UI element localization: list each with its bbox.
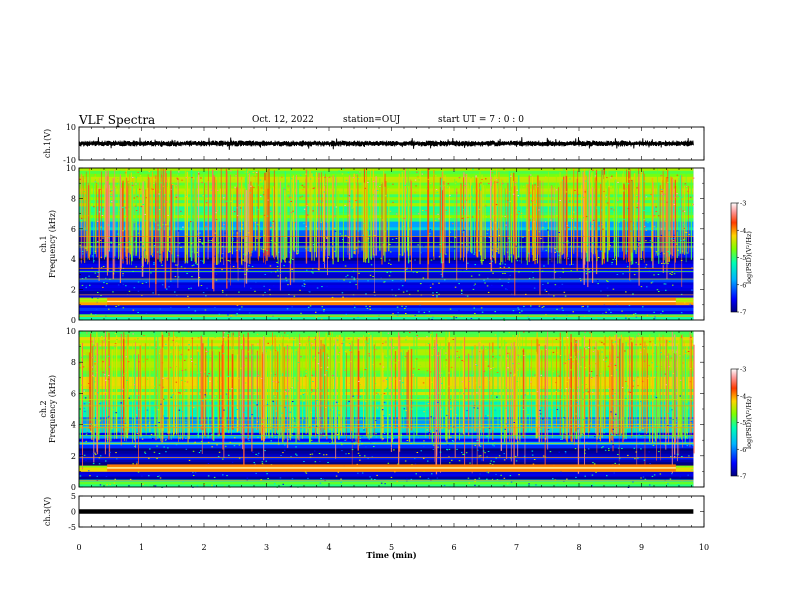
colorbar-label: log(PSD)(V²/Hz): [745, 231, 753, 284]
colorbar-tick-label: -3: [740, 200, 746, 208]
y-tick-label: 6: [71, 225, 76, 234]
x-tick-label: 7: [514, 543, 519, 552]
y-axis-label-channel: ch.1: [39, 235, 48, 252]
axes-panel-3: 0 2 4 6 8 10 ch.2 Frequency (kHz): [39, 327, 705, 492]
y-tick-label: 5: [71, 492, 76, 501]
y-tick-label: 8: [71, 358, 76, 367]
y-axis-label: Frequency (kHz): [48, 210, 57, 278]
x-tick-label: 9: [639, 543, 644, 552]
x-tick-label: 4: [326, 543, 331, 552]
y-tick-label: 2: [71, 286, 76, 295]
colorbar-ch2: -3 -4 -5 -6 -7 log(PSD)(V²/Hz): [730, 366, 753, 481]
axes-panel-1: 10 -10 ch.1(V): [43, 123, 705, 165]
y-tick-label: 10: [66, 123, 76, 132]
y-tick-label: -10: [63, 156, 76, 165]
figure-title: VLF Spectra: [79, 113, 156, 127]
colorbar-tick-label: -5: [740, 254, 746, 262]
x-axis-label: Time (min): [366, 550, 416, 560]
y-tick-label: 8: [71, 194, 76, 203]
x-tick-label: 10: [699, 543, 709, 552]
spectrogram-ch1: [79, 168, 695, 321]
axes-panel-2: 0 2 4 6 8 10 ch.1 Frequency (kHz): [39, 164, 705, 325]
colorbar-ch1: -3 -4 -5 -6 -7 log(PSD)(V²/Hz): [730, 200, 753, 317]
station-label: station=OUJ: [343, 115, 401, 125]
y-tick-label: 0: [71, 316, 76, 325]
x-tick-label: 8: [576, 543, 581, 552]
x-tick-label: 5: [389, 543, 394, 552]
y-axis-label-channel: ch.2: [39, 400, 48, 417]
y-tick-label: 0: [71, 483, 76, 492]
x-tick-label: 2: [201, 543, 206, 552]
colorbar-tick-label: -4: [740, 227, 746, 235]
y-axis-label: ch.1(V): [43, 129, 52, 158]
colorbar-tick-label: -5: [740, 419, 746, 427]
y-tick-label: 4: [71, 421, 76, 430]
colorbar-tick-label: -6: [740, 281, 746, 289]
colorbar-tick-label: -7: [740, 309, 746, 317]
colorbar-tick-label: -3: [740, 366, 746, 374]
colorbar-tick-label: -7: [740, 473, 746, 481]
y-axis-label: ch.3(V): [43, 497, 52, 526]
ch1-voltage-trace: [78, 137, 694, 150]
x-tick-label: 3: [264, 543, 269, 552]
y-tick-label: 6: [71, 389, 76, 398]
y-tick-label: 10: [66, 164, 76, 173]
y-tick-label: 4: [71, 255, 76, 264]
start-time: start UT = 7 : 0 : 0: [438, 115, 524, 125]
y-axis-label: Frequency (kHz): [48, 375, 57, 443]
axes-panel-4: 5 0 -5 ch.3(V): [43, 492, 705, 532]
recording-date: Oct. 12, 2022: [252, 115, 314, 125]
colorbar-label: log(PSD)(V²/Hz): [745, 396, 753, 449]
x-tick-label: 6: [451, 543, 456, 552]
x-tick-label: 1: [139, 543, 144, 552]
colorbar-tick-label: -6: [740, 446, 746, 454]
spectrogram-ch2: [79, 331, 695, 488]
x-tick-label: 0: [76, 543, 81, 552]
y-tick-label: 2: [71, 452, 76, 461]
y-tick-label: -5: [68, 523, 76, 532]
colorbar-tick-label: -4: [740, 392, 746, 400]
y-tick-label: 10: [66, 327, 76, 336]
y-tick-label: 0: [71, 508, 76, 517]
